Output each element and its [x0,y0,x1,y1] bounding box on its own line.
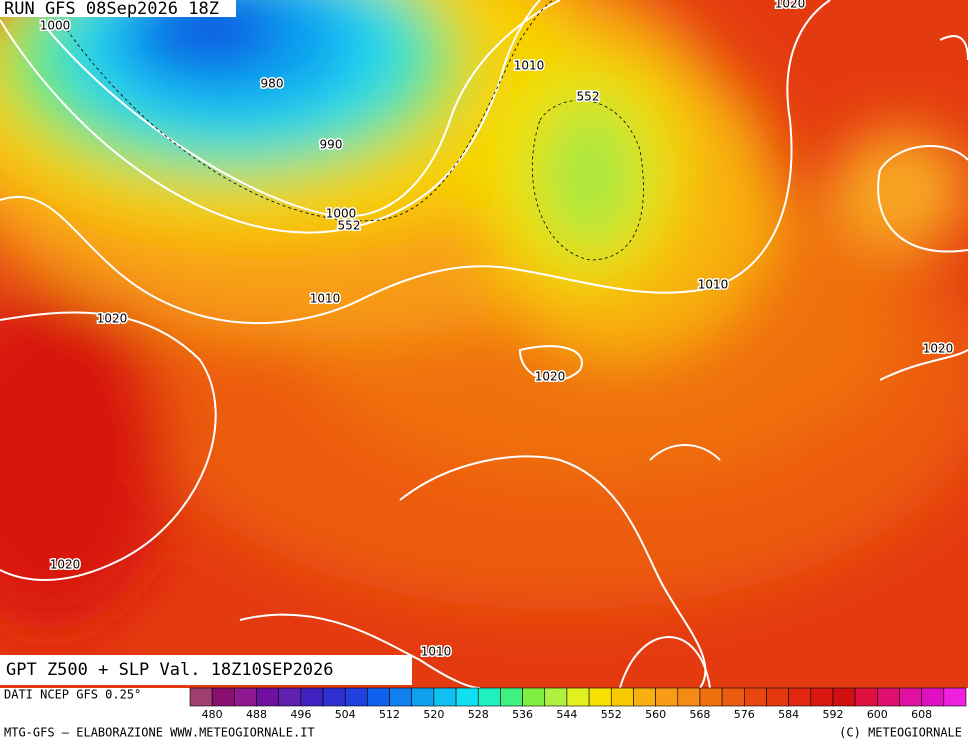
colorbar-label: 528 [468,708,489,721]
colorbar-swatch [300,687,324,707]
colorbar-swatch [389,687,413,707]
colorbar-label: 584 [778,708,799,721]
colorbar-swatch [810,687,834,707]
colorbar-swatch [211,687,235,707]
colorbar-swatch [344,687,368,707]
colorbar-swatch [788,687,812,707]
contour-label: 1020 [775,0,806,11]
colorbar-swatch [278,687,302,707]
colorbar-label: 480 [202,708,223,721]
colorbar-swatch [189,687,213,707]
colorbar-swatch [234,687,257,707]
contour-label: 1020 [50,558,81,572]
contour-label: 552 [577,90,600,104]
colorbar-swatch [322,687,346,707]
source: DATI NCEP GFS 0.25° [4,688,141,702]
colorbar-swatch [411,687,435,707]
colorbar-swatch [921,687,945,707]
colorbar-label: 600 [867,708,888,721]
colorbar-swatch [588,687,612,707]
colorbar-label: 496 [290,708,311,721]
colorbar-label: 560 [645,708,666,721]
colorbar-label: 504 [335,708,356,721]
colorbar-label: 592 [822,708,843,721]
contour-label: 980 [261,77,284,91]
header-box [0,0,236,17]
contour-label: 1020 [535,370,566,384]
contour-label: 1000 [40,19,71,33]
colorbar-label: 544 [556,708,577,721]
colorbar-swatch [610,687,634,707]
contour-label: 1000 [326,207,357,221]
colorbar-label: 520 [423,708,444,721]
colorbar-swatch [500,687,523,707]
colorbar-label: 512 [379,708,400,721]
colorbar-swatch [721,687,745,707]
colorbar-swatch [899,687,922,707]
colorbar-swatch [677,687,701,707]
isobars [0,0,968,688]
contour-label: 1010 [514,59,545,73]
colorbar: 480 488 496 504 512 520 528 536 544 552 560 568 576 5… [189,687,967,721]
colorbar-swatch [633,687,656,707]
contour-labels: 1000980990100055210105521010102010201010… [38,0,955,660]
run-label: RUN GFS 08Sep2026 18Z [4,0,219,19]
map-field [0,0,968,688]
contour-label: 1020 [923,342,954,356]
colorbar-swatch [522,687,546,707]
colorbar-swatch [544,687,568,707]
contour-label: 1010 [310,292,341,306]
colorbar-label: 568 [689,708,710,721]
colorbar-label: 488 [246,708,267,721]
z500-552-line [59,0,644,261]
contour-label: 1010 [698,278,729,292]
colorbar-swatch [455,687,479,707]
colorbar-swatch [877,687,900,707]
colorbar-swatch [655,687,679,707]
colorbar-swatch [367,687,390,707]
colorbar-swatch [566,687,590,707]
caption-box [0,655,412,685]
contour-label: 990 [320,138,343,152]
colorbar-swatch [699,687,723,707]
contour-label: 552 [338,219,361,233]
colorbar-label: 576 [734,708,755,721]
copyright: (C) METEOGIORNALE [839,726,962,740]
colorbar-label: 536 [512,708,533,721]
colorbar-swatch [766,687,789,707]
colorbar-swatch [832,687,856,707]
colorbar-label: 608 [911,708,932,721]
contour-label: 1020 [97,312,128,326]
colorbar-swatch [854,687,878,707]
caption: GPT Z500 + SLP Val. 18Z10SEP2026 [6,660,334,680]
colorbar-swatch [943,687,967,707]
contour-label: 1010 [421,645,452,659]
colorbar-swatch [256,687,279,707]
colorbar-swatch [743,687,767,707]
colorbar-swatch [477,687,501,707]
credit: MTG-GFS – ELABORAZIONE WWW.METEOGIORNALE… [4,726,315,740]
colorbar-label: 552 [601,708,622,721]
colorbar-swatch [433,687,457,707]
